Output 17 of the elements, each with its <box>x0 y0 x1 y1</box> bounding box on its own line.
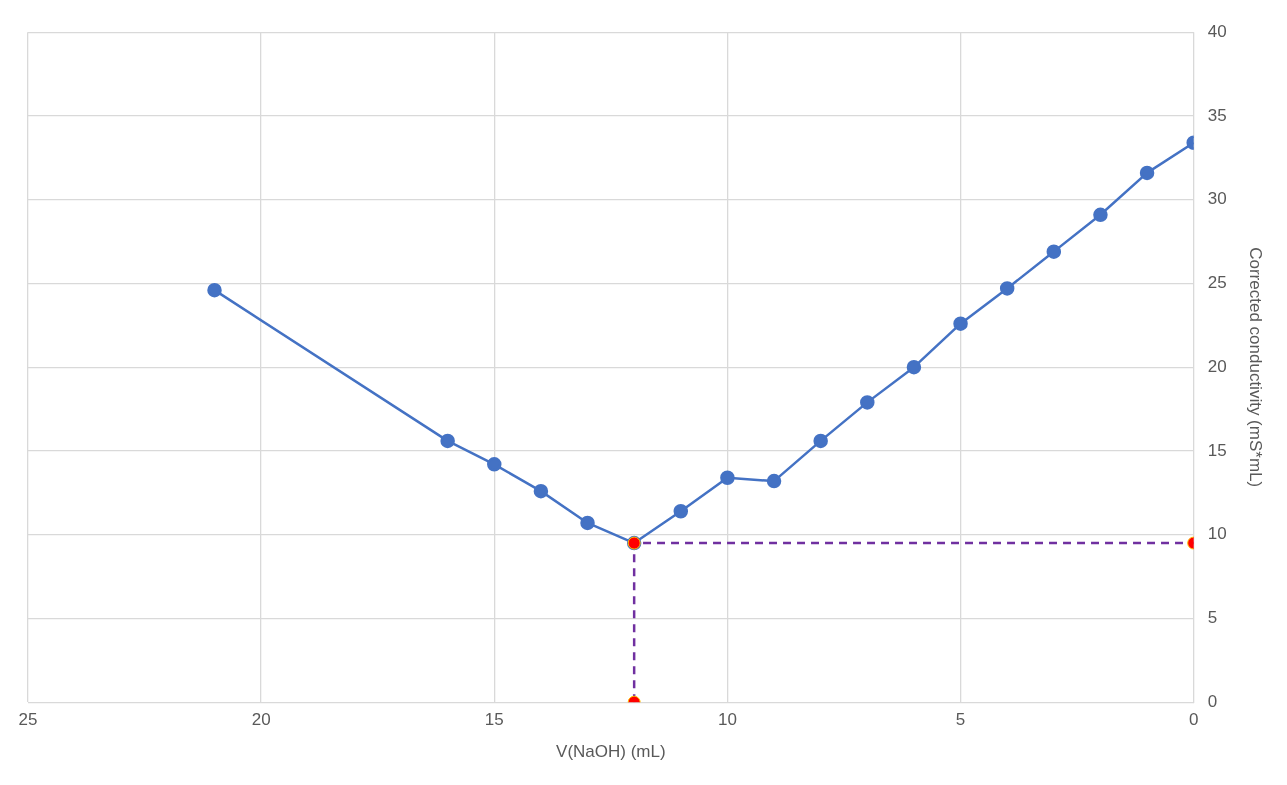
y-tick-label: 20 <box>1207 356 1227 376</box>
x-tick-label: 5 <box>955 710 966 730</box>
x-tick-label: 25 <box>18 710 38 730</box>
y-tick-label: 25 <box>1207 273 1227 293</box>
y-tick-label: 40 <box>1207 21 1227 41</box>
y-tick-label: 10 <box>1207 524 1227 544</box>
x-tick-label: 10 <box>717 710 737 730</box>
y-tick-label: 15 <box>1207 440 1227 460</box>
x-tick-label: 15 <box>484 710 504 730</box>
y-tick-label: 35 <box>1207 105 1227 125</box>
x-axis-title: V(NaOH) (mL) <box>556 742 666 762</box>
x-tick-label: 0 <box>1188 710 1199 730</box>
y-tick-label: 0 <box>1207 691 1218 711</box>
x-tick-label: 20 <box>251 710 271 730</box>
y-tick-label: 5 <box>1207 608 1218 628</box>
y-axis-title: Corrected conductivity (mS*mL) <box>1246 247 1266 488</box>
y-tick-label: 30 <box>1207 189 1227 209</box>
